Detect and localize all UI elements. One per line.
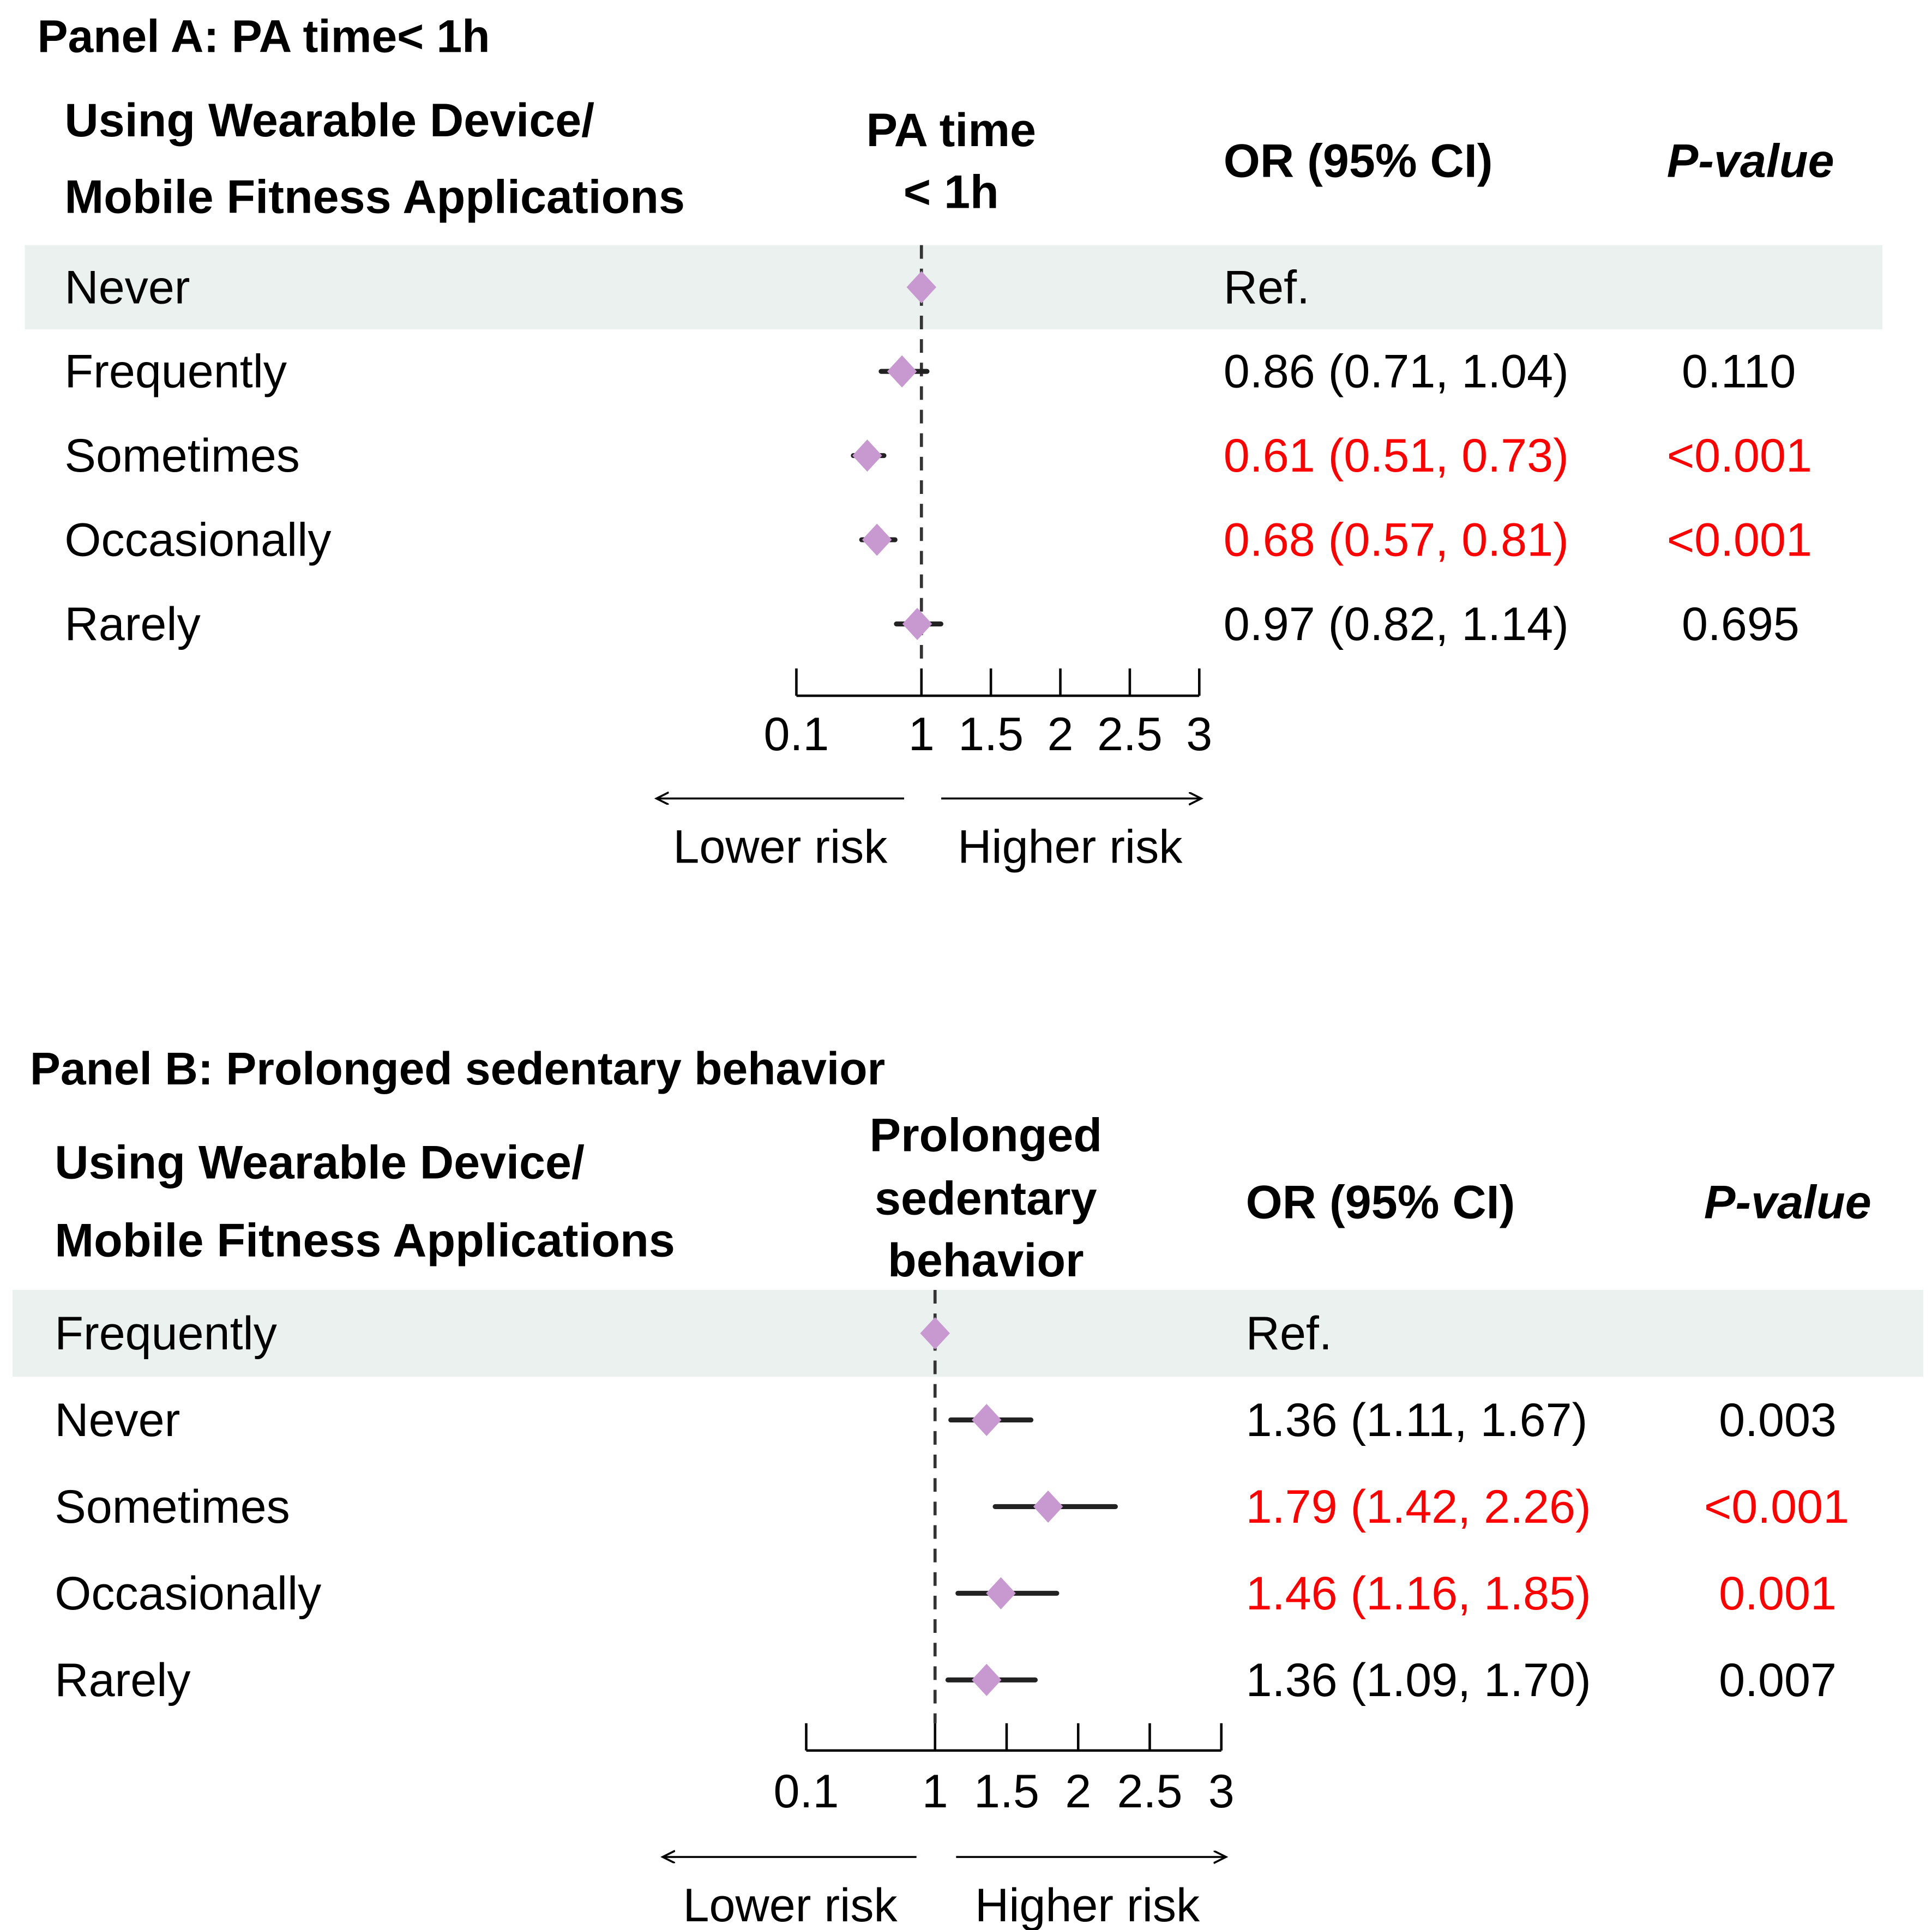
- p-value: 0.110: [1682, 346, 1796, 398]
- or-point-marker: [887, 355, 917, 388]
- x-tick-label: 2.5: [1117, 1765, 1183, 1818]
- higher-risk-label: Higher risk: [975, 1879, 1200, 1930]
- row-band: [25, 245, 1882, 330]
- p-value: 0.001: [1719, 1567, 1837, 1620]
- p-value: <0.001: [1704, 1481, 1849, 1533]
- or-point-marker: [852, 439, 882, 472]
- lower-risk-label: Lower risk: [673, 821, 888, 873]
- or-ci-value: 1.36 (1.09, 1.70): [1246, 1654, 1591, 1706]
- x-tick-label: 0.1: [774, 1765, 839, 1818]
- group-column-header: Using Wearable Device/: [64, 94, 594, 147]
- group-column-header: Using Wearable Device/: [55, 1137, 585, 1189]
- row-label: Never: [64, 261, 190, 313]
- or-ci-value: 0.68 (0.57, 0.81): [1224, 514, 1569, 566]
- group-column-header: Mobile Fitness Applications: [55, 1215, 675, 1267]
- p-value: 0.003: [1719, 1394, 1837, 1446]
- x-tick-label: 1: [908, 708, 935, 761]
- plot-column-header: < 1h: [904, 166, 999, 218]
- row-label: Frequently: [64, 346, 287, 398]
- row-label: Rarely: [55, 1654, 190, 1706]
- x-tick-label: 3: [1186, 708, 1212, 761]
- or-point-marker: [862, 523, 892, 556]
- panel-title: Panel A: PA time< 1h: [37, 10, 490, 62]
- row-label: Sometimes: [55, 1481, 290, 1533]
- or-ci-value: 0.61 (0.51, 0.73): [1224, 430, 1569, 482]
- or-ci-value: Ref.: [1224, 261, 1310, 313]
- or-point-marker: [986, 1577, 1016, 1609]
- x-tick-label: 0.1: [764, 708, 829, 761]
- plot-column-header: sedentary: [875, 1173, 1097, 1225]
- panel-a: Panel A: PA time< 1h Using Wearable Devic…: [25, 10, 1882, 873]
- row-label: Sometimes: [64, 430, 299, 482]
- lower-risk-label: Lower risk: [683, 1879, 898, 1930]
- or-point-marker: [971, 1403, 1002, 1436]
- or-column-header: OR (95% CI): [1224, 135, 1493, 188]
- plot-column-header: Prolonged: [870, 1109, 1103, 1162]
- row-label: Never: [55, 1394, 180, 1446]
- x-tick-label: 1.5: [974, 1765, 1039, 1818]
- or-column-header: OR (95% CI): [1246, 1176, 1515, 1228]
- or-point-marker: [920, 1317, 950, 1350]
- x-tick-label: 2.5: [1097, 708, 1163, 761]
- or-ci-value: 0.97 (0.82, 1.14): [1224, 598, 1569, 650]
- or-ci-value: Ref.: [1246, 1307, 1332, 1360]
- or-ci-value: 0.86 (0.71, 1.04): [1224, 346, 1569, 398]
- row-band: [13, 1290, 1923, 1377]
- x-tick-label: 1: [922, 1765, 948, 1818]
- p-value: <0.001: [1667, 430, 1812, 482]
- or-ci-value: 1.79 (1.42, 2.26): [1246, 1481, 1591, 1533]
- row-label: Occasionally: [55, 1567, 321, 1620]
- group-column-header: Mobile Fitness Applications: [64, 171, 685, 224]
- or-point-marker: [971, 1663, 1002, 1696]
- p-value: 0.007: [1719, 1654, 1837, 1706]
- p-value: 0.695: [1682, 598, 1799, 650]
- x-tick-label: 1.5: [958, 708, 1024, 761]
- plot-column-header: PA time: [866, 104, 1036, 156]
- x-tick-label: 3: [1208, 1765, 1235, 1818]
- p-value-column-header: P-value: [1667, 135, 1834, 188]
- or-ci-value: 1.36 (1.11, 1.67): [1246, 1394, 1588, 1446]
- row-label: Rarely: [64, 598, 200, 650]
- panel-b: Panel B: Prolonged sedentary behavior Usi…: [13, 1043, 1923, 1930]
- or-point-marker: [1033, 1490, 1063, 1523]
- x-tick-label: 2: [1048, 708, 1074, 761]
- p-value-column-header: P-value: [1704, 1176, 1871, 1228]
- row-label: Frequently: [55, 1307, 277, 1360]
- panel-title: Panel B: Prolonged sedentary behavior: [30, 1043, 885, 1094]
- higher-risk-label: Higher risk: [958, 821, 1183, 873]
- x-tick-label: 2: [1065, 1765, 1091, 1818]
- row-label: Occasionally: [64, 514, 331, 566]
- p-value: <0.001: [1667, 514, 1812, 566]
- or-point-marker: [902, 607, 932, 640]
- plot-column-header: behavior: [888, 1234, 1084, 1287]
- or-ci-value: 1.46 (1.16, 1.85): [1246, 1567, 1591, 1620]
